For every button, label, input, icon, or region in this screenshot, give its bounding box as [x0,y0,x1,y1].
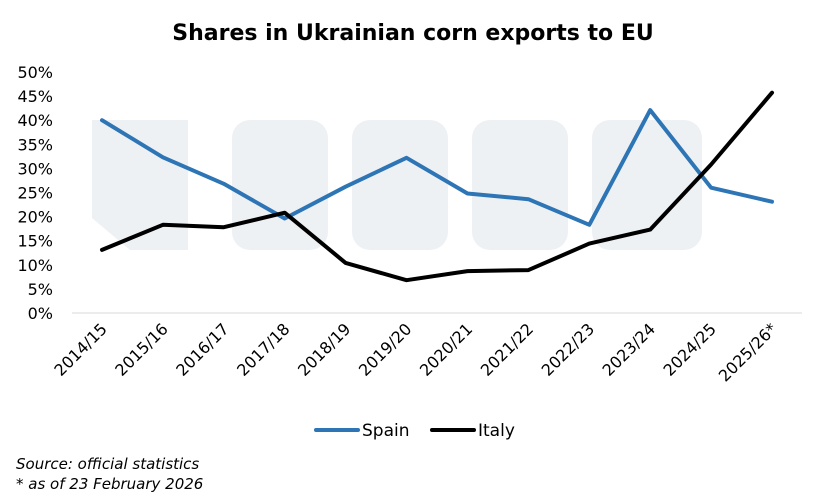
x-tick-label: 2015/16 [111,319,171,379]
data-point-italy [466,270,468,272]
data-point-italy [527,269,529,271]
series-line-spain [100,108,774,227]
x-axis: 2014/15 2015/16 2016/17 2017/18 2018/19 2019/… [50,312,802,385]
y-tick-label: 25% [17,184,53,203]
data-point-spain [223,183,225,185]
x-tick-label: 2022/23 [538,319,598,379]
y-tick-label: 0% [28,304,53,323]
x-tick-label: 2019/20 [355,319,415,379]
data-point-italy [710,164,712,166]
y-tick-label: 5% [28,280,53,299]
data-point-spain [771,201,773,203]
data-point-spain [162,156,164,158]
series-layer [100,90,774,283]
x-tick-label: 2021/22 [477,319,537,379]
data-point-italy [588,243,590,245]
y-tick-label: 30% [17,159,53,178]
data-point-italy [649,229,651,231]
x-tick-label: 2020/21 [416,319,476,379]
x-tick-label: 2024/25 [659,319,719,379]
y-tick-label: 10% [17,256,53,275]
data-point-italy [162,224,164,226]
watermark-logo [92,120,702,250]
y-tick-label: 50% [17,63,53,82]
data-point-spain [527,198,529,200]
data-point-italy [284,212,286,214]
legend-label-spain: Spain [362,421,410,441]
x-tick-label: 2017/18 [233,319,293,379]
y-axis: 0% 5% 10% 15% 20% 25% 30% 35% 40% 45% 50% [17,63,53,323]
data-point-italy [101,249,103,251]
x-tick-label: 2023/24 [599,319,659,379]
data-point-italy [771,92,773,94]
x-tick-label: 2014/15 [50,319,110,379]
legend-label-italy: Italy [478,421,515,441]
y-tick-label: 35% [17,135,53,154]
data-point-spain [466,192,468,194]
data-point-spain [710,187,712,189]
y-tick-label: 45% [17,87,53,106]
data-point-spain [406,157,408,159]
y-tick-label: 20% [17,208,53,227]
data-point-spain [588,224,590,226]
series-line-italy [100,90,774,283]
data-point-italy [223,226,225,228]
data-point-italy [406,279,408,281]
asof-note: * as of 23 February 2026 [16,475,203,493]
data-point-spain [284,218,286,220]
data-point-spain [101,119,103,121]
legend: Spain Italy [314,421,515,441]
chart-title: Shares in Ukrainian corn exports to EU [172,21,653,46]
x-tick-label: 2025/26* [715,319,781,385]
y-tick-label: 40% [17,111,53,130]
x-tick-label: 2016/17 [172,319,232,379]
y-tick-label: 15% [17,232,53,251]
data-point-spain [649,109,651,111]
source-note: Source: official statistics [16,455,199,473]
data-point-spain [345,186,347,188]
x-tick-label: 2018/19 [294,319,354,379]
data-point-italy [345,262,347,264]
